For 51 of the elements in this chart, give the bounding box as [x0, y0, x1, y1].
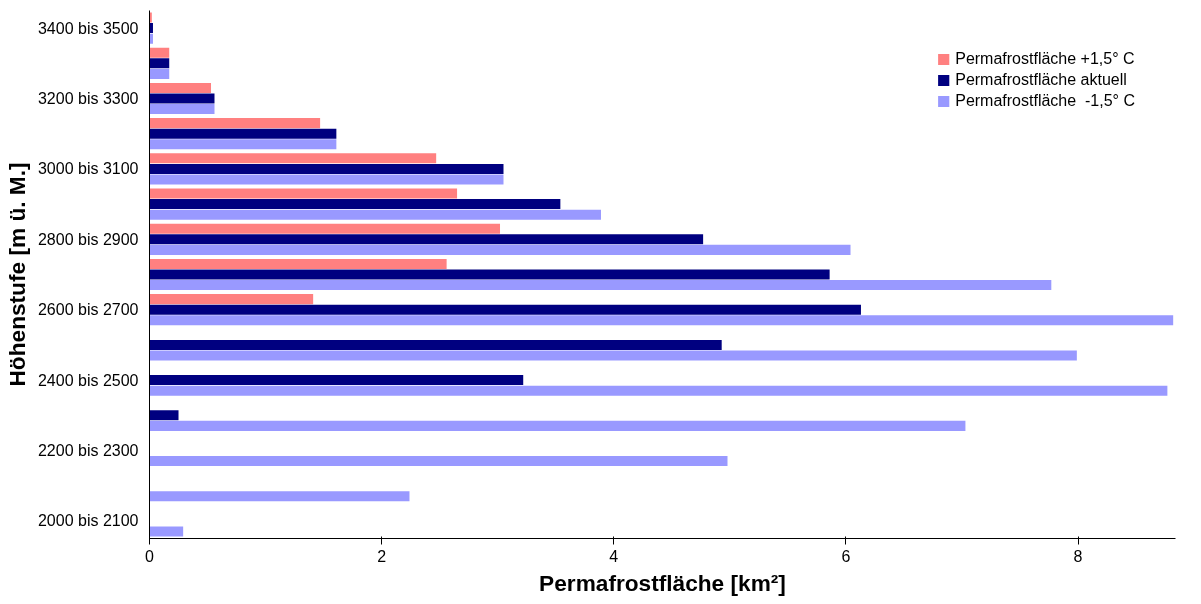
legend-label: Permafrostfläche +1,5° C: [955, 50, 1135, 68]
x-tick-label: 4: [609, 547, 619, 565]
bar: [149, 47, 170, 58]
y-tick-label: 2800 bis 2900: [37, 230, 139, 248]
bar: [149, 58, 170, 69]
bar: [149, 209, 601, 220]
bar: [149, 315, 1174, 326]
bar: [149, 350, 1077, 361]
bar: [149, 118, 321, 129]
y-tick-label: 3200 bis 3300: [37, 90, 139, 107]
bar: [149, 153, 437, 164]
bar: [149, 93, 215, 104]
bar: [149, 199, 561, 210]
bar: [149, 375, 524, 386]
bar: [149, 410, 179, 421]
legend-label: Permafrostfläche aktuell: [955, 71, 1127, 89]
y-tick-label: 2400 bis 2500: [37, 371, 139, 389]
bar: [149, 128, 337, 139]
x-tick-label: 8: [1073, 547, 1083, 565]
bar: [149, 68, 170, 79]
x-tick-label: 6: [841, 547, 851, 565]
y-tick-label: 2600 bis 2700: [37, 301, 139, 319]
x-tick-label: 2: [377, 547, 387, 565]
bar: [149, 456, 728, 467]
bar: [149, 258, 447, 269]
y-tick-label: 2200 bis 2300: [37, 442, 139, 459]
bar: [149, 174, 504, 185]
bar: [149, 304, 861, 315]
bar: [149, 420, 966, 431]
bar: [149, 269, 830, 280]
y-tick-label: 2000 bis 2100: [37, 512, 139, 530]
y-tick-label: 3000 bis 3100: [37, 160, 139, 178]
bar: [149, 82, 212, 93]
bar: [149, 234, 704, 245]
x-axis-title: Permafrostfläche [km²]: [539, 569, 786, 596]
bar: [149, 139, 337, 150]
x-tick-label: 0: [145, 547, 155, 565]
bar: [149, 163, 504, 174]
bar: [149, 385, 1168, 396]
bar: [149, 244, 851, 255]
bar: [149, 294, 314, 305]
bar: [149, 491, 410, 502]
bar: [149, 188, 458, 199]
bar: [149, 526, 184, 537]
bar: [149, 223, 501, 234]
bar: [149, 104, 215, 115]
bar: [149, 280, 1052, 291]
y-axis-title: Höhenstufe [m ü. M.]: [3, 162, 30, 387]
legend-label: Permafrostfläche -1,5° C: [955, 92, 1135, 110]
y-tick-label: 3400 bis 3500: [37, 19, 139, 37]
bar: [149, 339, 722, 350]
